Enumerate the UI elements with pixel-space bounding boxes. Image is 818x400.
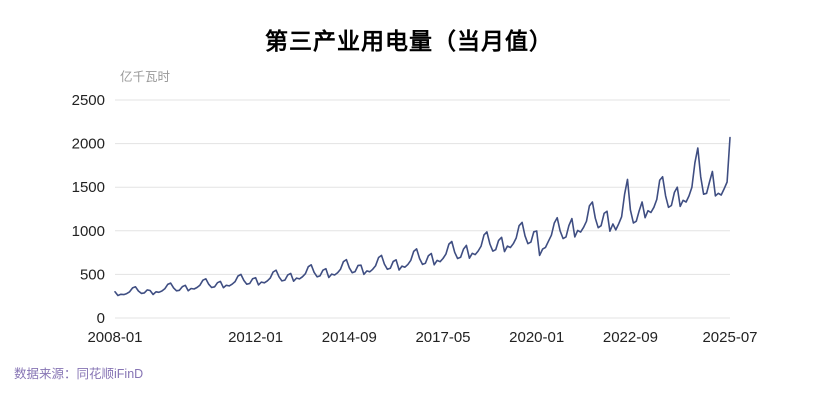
x-tick-label: 2017-05 [415, 329, 470, 346]
y-tick-label: 500 [80, 266, 105, 283]
x-tick-label: 2012-01 [228, 329, 283, 346]
x-tick-label: 2025-07 [702, 329, 757, 346]
y-axis-unit-label: 亿千瓦时 [120, 70, 171, 84]
data-source-label: 数据来源：同花顺iFinD [14, 367, 144, 381]
y-tick-label: 0 [97, 310, 105, 327]
y-tick-label: 1000 [72, 223, 105, 240]
y-tick-label: 2000 [72, 136, 105, 153]
x-tick-label: 2022-09 [603, 329, 658, 346]
chart-title: 第三产业用电量（当月值） [265, 28, 553, 54]
x-tick-label: 2020-01 [509, 329, 564, 346]
data-line [114, 136, 731, 297]
x-tick-label: 2014-09 [322, 329, 377, 346]
y-tick-label: 1500 [72, 179, 105, 196]
x-tick-label: 2008-01 [87, 329, 142, 346]
y-tick-label: 2500 [72, 92, 105, 109]
